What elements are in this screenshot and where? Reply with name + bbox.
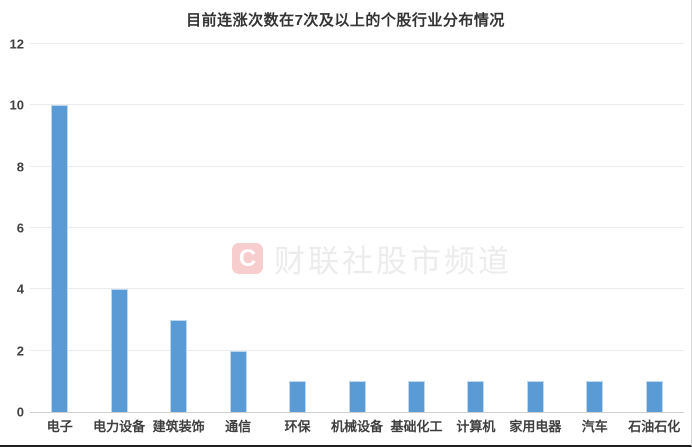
y-tick-label-4: 4 bbox=[16, 281, 24, 297]
bar-机械设备 bbox=[348, 381, 366, 412]
gridline-y-0 bbox=[30, 412, 684, 413]
x-axis-label-电力设备: 电力设备 bbox=[93, 419, 146, 434]
gridline-y-6 bbox=[30, 227, 684, 228]
x-axis-label-电子: 电子 bbox=[46, 419, 73, 434]
x-axis-label-通信: 通信 bbox=[225, 419, 252, 434]
x-axis-label-石油石化: 石油石化 bbox=[628, 419, 681, 434]
gridline-y-2 bbox=[30, 349, 684, 351]
bar-汽车 bbox=[586, 381, 604, 412]
gridline-y-10 bbox=[30, 104, 684, 106]
bar-基础化工 bbox=[407, 381, 425, 412]
bar-石油石化 bbox=[645, 381, 663, 412]
x-axis-label-家用电器: 家用电器 bbox=[509, 419, 562, 434]
bar-电子 bbox=[51, 105, 69, 412]
x-axis-label-计算机: 计算机 bbox=[456, 419, 496, 434]
gridline-y-4 bbox=[30, 288, 684, 290]
plot-area bbox=[30, 43, 684, 413]
y-tick-label-8: 8 bbox=[16, 159, 24, 175]
y-tick-label-6: 6 bbox=[16, 220, 24, 236]
gridline-y-8 bbox=[30, 165, 684, 167]
x-axis-label-汽车: 汽车 bbox=[581, 419, 608, 434]
y-tick-label-0: 0 bbox=[16, 404, 24, 420]
bar-建筑装饰 bbox=[170, 320, 188, 412]
bar-家用电器 bbox=[526, 381, 544, 412]
bar-计算机 bbox=[467, 381, 485, 412]
x-axis-label-基础化工: 基础化工 bbox=[390, 419, 443, 434]
chart-title: 目前连涨次数在7次及以上的个股行业分布情况 bbox=[186, 12, 505, 29]
bar-环保 bbox=[289, 381, 307, 412]
bar-电力设备 bbox=[110, 289, 128, 412]
y-tick-label-2: 2 bbox=[16, 343, 24, 359]
x-axis-label-环保: 环保 bbox=[284, 419, 311, 434]
y-tick-label-12: 12 bbox=[9, 36, 24, 52]
y-tick-label-10: 10 bbox=[9, 97, 24, 113]
x-axis-label-机械设备: 机械设备 bbox=[330, 419, 383, 434]
x-axis-label-建筑装饰: 建筑装饰 bbox=[152, 419, 205, 434]
bar-通信 bbox=[229, 351, 247, 412]
gridline-y-12 bbox=[30, 43, 684, 44]
